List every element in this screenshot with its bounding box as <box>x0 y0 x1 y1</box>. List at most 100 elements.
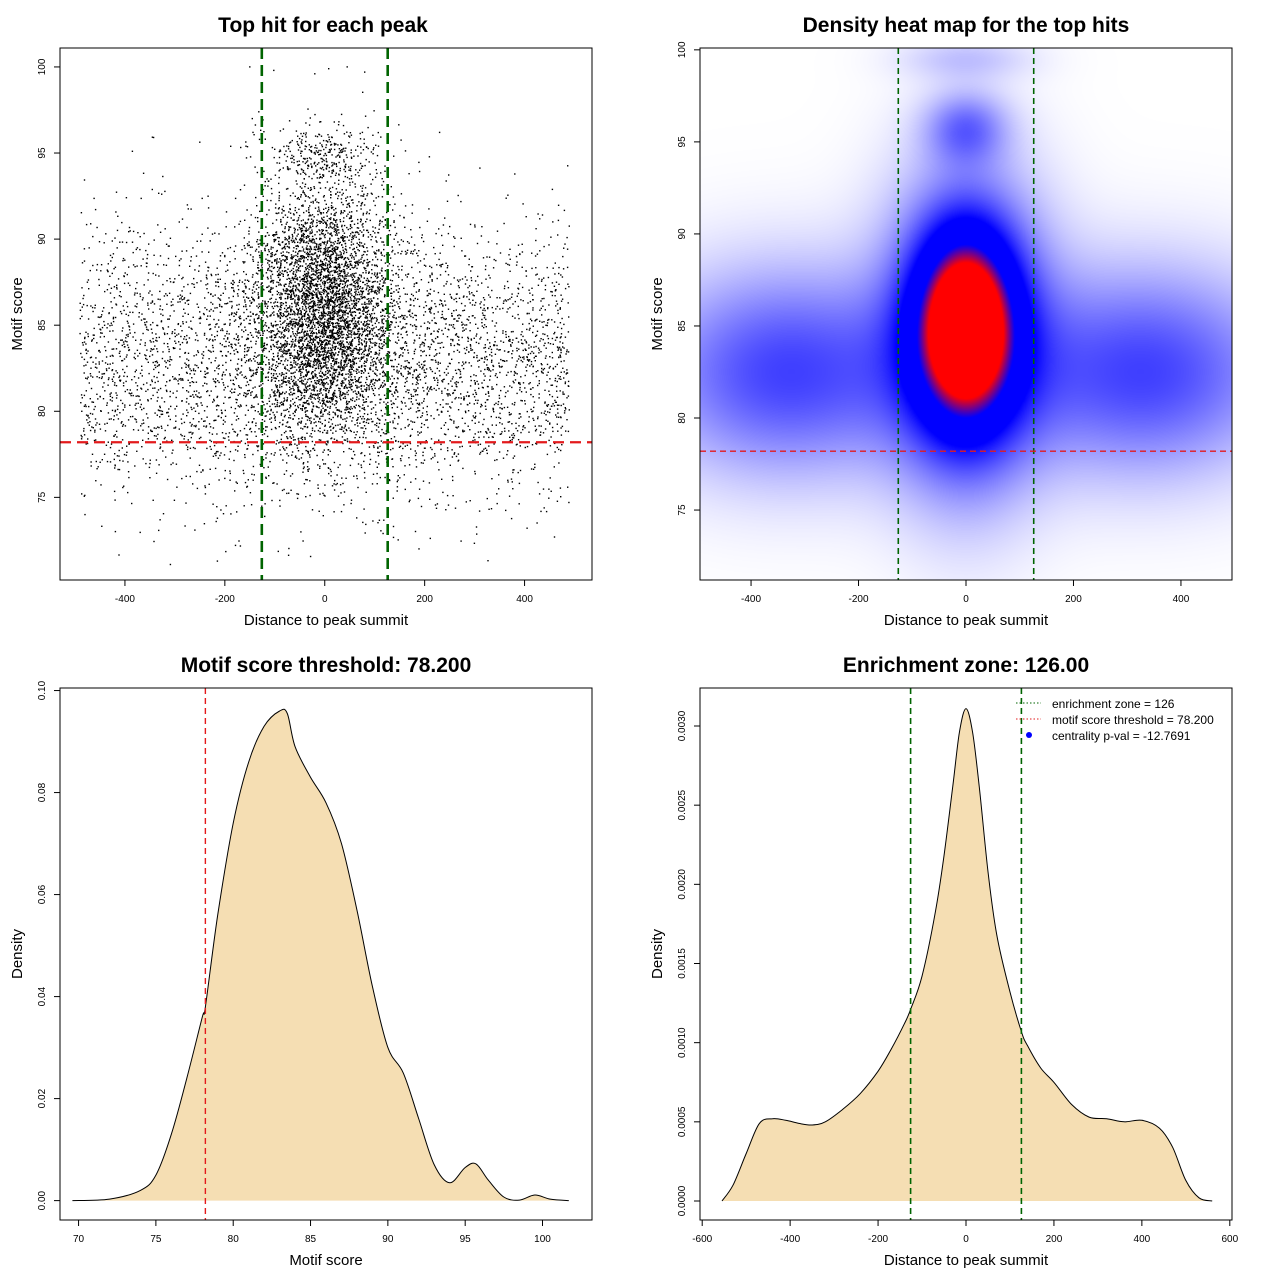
scatter-point <box>159 387 162 390</box>
scatter-point <box>411 403 414 405</box>
scatter-point <box>369 314 372 316</box>
scatter-point <box>559 322 562 324</box>
scatter-point <box>171 452 173 454</box>
scatter-point <box>346 345 348 348</box>
scatter-point <box>507 287 510 289</box>
scatter-point <box>475 391 477 394</box>
scatter-point <box>206 308 208 311</box>
scatter-point <box>331 308 334 310</box>
scatter-point <box>416 363 418 365</box>
scatter-point <box>535 228 537 230</box>
scatter-point <box>123 346 126 348</box>
scatter-point <box>121 359 124 362</box>
scatter-point <box>93 439 96 442</box>
scatter-point <box>567 283 569 285</box>
scatter-point <box>133 356 135 359</box>
scatter-point <box>155 337 158 339</box>
scatter-point <box>224 255 226 258</box>
scatter-point <box>300 368 302 370</box>
scatter-point <box>566 419 568 421</box>
scatter-point <box>186 409 188 411</box>
scatter-point <box>551 188 554 191</box>
scatter-point <box>434 455 436 457</box>
scatter-point <box>431 339 433 341</box>
scatter-point <box>380 450 383 453</box>
scatter-point <box>445 323 447 325</box>
scatter-point <box>468 258 470 260</box>
scatter-point <box>126 354 128 356</box>
scatter-point <box>192 394 194 396</box>
scatter-point <box>459 314 462 317</box>
scatter-point <box>174 332 176 334</box>
scatter-point <box>263 349 265 351</box>
scatter-point <box>525 216 527 218</box>
scatter-point <box>554 451 556 453</box>
scatter-point <box>399 445 402 447</box>
scatter-point <box>277 208 280 210</box>
scatter-point <box>254 431 256 433</box>
scatter-point <box>433 317 436 319</box>
scatter-point <box>498 397 501 399</box>
scatter-point <box>397 415 400 418</box>
scatter-point <box>254 216 257 219</box>
scatter-point <box>560 300 563 302</box>
scatter-point <box>423 345 425 347</box>
scatter-point <box>336 226 339 228</box>
scatter-point <box>301 438 304 441</box>
scatter-point <box>344 264 347 267</box>
scatter-point <box>526 364 529 366</box>
scatter-point <box>217 281 219 283</box>
scatter-point <box>453 236 455 238</box>
scatter-point <box>224 469 226 472</box>
scatter-point <box>511 423 513 425</box>
scatter-point <box>341 367 344 369</box>
scatter-point <box>262 443 265 445</box>
scatter-point <box>378 354 380 356</box>
scatter-point <box>251 289 254 291</box>
scatter-point <box>518 381 520 384</box>
scatter-point <box>152 311 154 313</box>
scatter-point <box>333 483 335 485</box>
scatter-point <box>234 376 237 378</box>
scatter-point <box>499 412 501 415</box>
scatter-point <box>139 531 141 534</box>
scatter-point <box>100 329 102 331</box>
scatter-point <box>191 381 193 383</box>
scatter-point <box>379 287 382 289</box>
scatter-point <box>462 361 464 363</box>
scatter-point <box>203 376 206 378</box>
scatter-point <box>364 532 366 534</box>
scatter-point <box>543 412 545 414</box>
scatter-point <box>454 389 456 391</box>
scatter-point <box>373 372 376 374</box>
scatter-point <box>435 232 437 235</box>
scatter-point <box>454 507 457 509</box>
scatter-point <box>372 342 374 344</box>
scatter-point <box>546 322 549 324</box>
scatter-point <box>348 292 350 294</box>
scatter-point <box>508 335 510 338</box>
scatter-point <box>421 343 423 345</box>
scatter-point <box>541 371 543 374</box>
scatter-point <box>487 286 489 288</box>
scatter-point <box>192 369 195 372</box>
scatter-point <box>440 264 442 266</box>
scatter-point <box>278 269 280 271</box>
scatter-point <box>528 431 530 433</box>
scatter-point <box>520 376 522 378</box>
scatter-point <box>485 408 487 410</box>
scatter-point <box>100 270 102 272</box>
scatter-point <box>181 290 183 292</box>
scatter-point <box>442 305 444 307</box>
scatter-point <box>121 344 123 347</box>
scatter-point <box>303 293 305 295</box>
scatter-point <box>285 430 287 433</box>
scatter-point <box>178 264 181 267</box>
scatter-point <box>473 416 475 419</box>
scatter-point <box>430 307 433 309</box>
scatter-point <box>340 417 342 419</box>
scatter-point <box>560 434 563 436</box>
scatter-point <box>371 346 373 348</box>
scatter-point <box>460 393 462 395</box>
scatter-point <box>351 407 353 410</box>
